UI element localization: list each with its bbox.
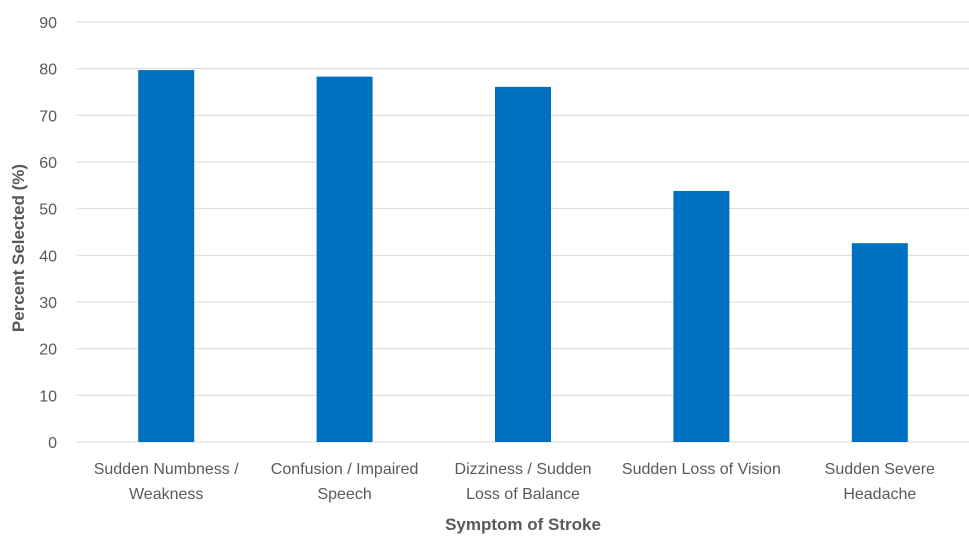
- bar: [495, 86, 551, 442]
- y-tick-label: 50: [39, 202, 57, 219]
- x-category-label: Sudden Severe Headache: [825, 461, 935, 503]
- x-category-label-line: Headache: [843, 486, 916, 503]
- y-tick-label: 0: [48, 435, 57, 452]
- bar: [138, 70, 195, 443]
- x-category-label: Confusion / Impaired Speech: [271, 461, 419, 503]
- x-category-label-line: Sudden Numbness /: [94, 461, 240, 478]
- y-axis-title: Percent Selected (%): [9, 164, 28, 332]
- bar: [851, 243, 908, 442]
- x-category-label-line: Loss of Balance: [466, 486, 580, 503]
- y-tick-label: 60: [39, 155, 57, 172]
- y-tick-label: 10: [39, 388, 57, 405]
- y-axis-ticks: 0 10 20 30 40 50 60 70 80 90: [39, 15, 57, 452]
- x-category-label-line: Confusion / Impaired: [271, 461, 419, 478]
- y-tick-label: 40: [39, 248, 57, 265]
- x-axis-categories: Sudden Numbness / Weakness Confusion / Imp…: [94, 461, 935, 503]
- x-category-label-line: Weakness: [129, 486, 203, 503]
- x-category-label: Sudden Numbness / Weakness: [94, 461, 240, 503]
- x-category-label-line: Speech: [317, 486, 371, 503]
- bar: [316, 76, 373, 442]
- bars: [138, 70, 908, 443]
- y-tick-label: 70: [39, 108, 57, 125]
- x-category-label: Sudden Loss of Vision: [622, 461, 781, 478]
- x-category-label-line: Sudden Loss of Vision: [622, 461, 781, 478]
- y-tick-label: 90: [39, 15, 57, 32]
- x-category-label-line: Dizziness / Sudden: [455, 461, 592, 478]
- bar: [673, 190, 730, 442]
- y-tick-label: 80: [39, 62, 57, 79]
- y-tick-label: 30: [39, 295, 57, 312]
- x-axis-title: Symptom of Stroke: [445, 515, 601, 534]
- y-tick-label: 20: [39, 342, 57, 359]
- x-category-label-line: Sudden Severe: [825, 461, 935, 478]
- x-category-label: Dizziness / Sudden Loss of Balance: [455, 461, 592, 503]
